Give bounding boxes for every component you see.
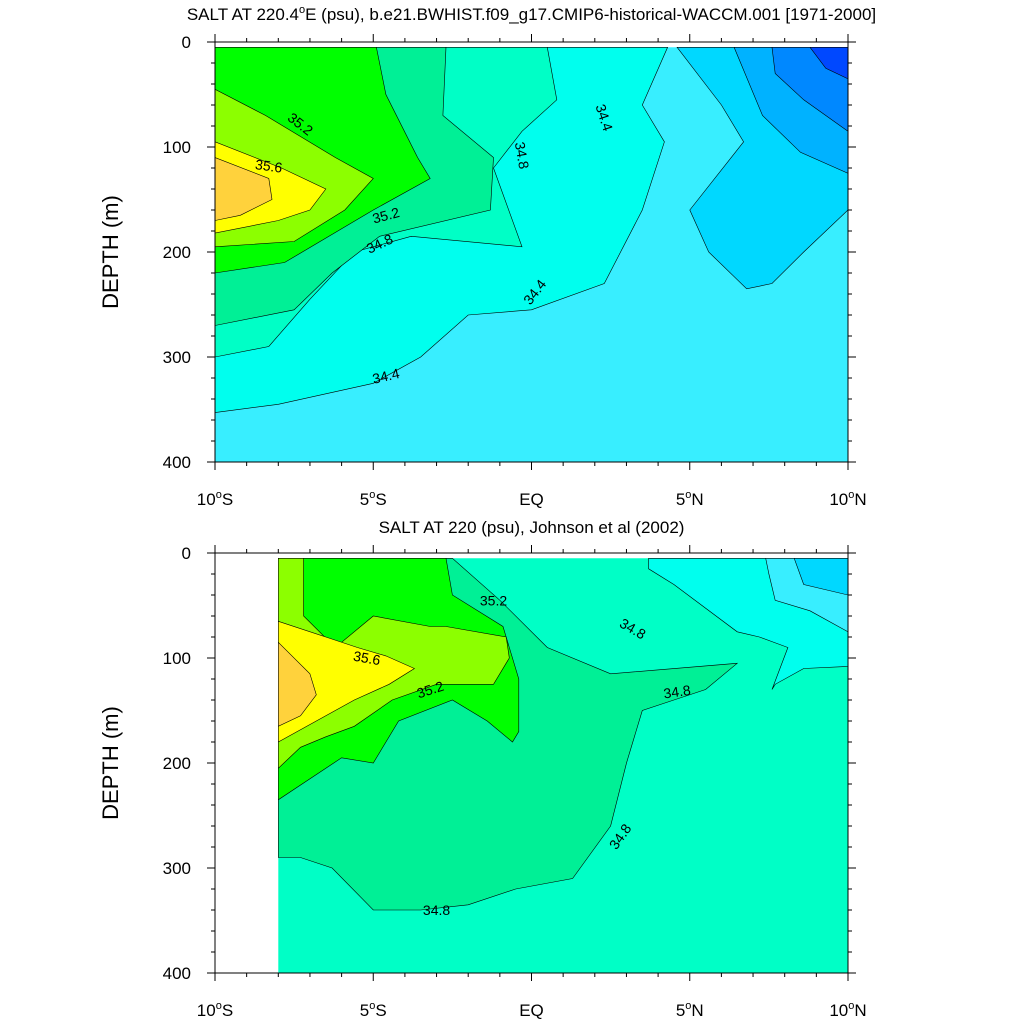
chart-title-rest: E (psu), b.e21.BWHIST.f09_g17.CMIP6-hist… bbox=[305, 5, 876, 24]
x-tick-label-main: 10 bbox=[829, 1001, 848, 1020]
x-tick-label-hemisphere: N bbox=[691, 490, 703, 509]
x-tick-label: 10oS bbox=[197, 1000, 233, 1020]
x-tick-label-degree: o bbox=[216, 489, 222, 501]
contour-label: 35.2 bbox=[480, 592, 507, 608]
x-tick-label-hemisphere: S bbox=[222, 1001, 233, 1020]
x-tick-label-main: 10 bbox=[829, 490, 848, 509]
contour-fill-33-6 bbox=[809, 46, 848, 80]
y-tick-label: 100 bbox=[163, 649, 191, 668]
x-tick-label-main: 10 bbox=[197, 490, 216, 509]
x-tick-label-hemisphere: S bbox=[375, 490, 386, 509]
y-tick-label: 400 bbox=[163, 964, 191, 983]
contour-label: 35.6 bbox=[352, 648, 382, 669]
x-tick-label-degree: o bbox=[369, 1000, 375, 1012]
x-tick-label: 5oS bbox=[360, 489, 387, 509]
contour-fill-35-8 bbox=[215, 157, 273, 221]
plot-area: 35.235.635.234.834.834.434.434.4 bbox=[215, 46, 848, 462]
x-tick-label-hemisphere: S bbox=[222, 490, 233, 509]
x-tick-label-degree: o bbox=[685, 1000, 691, 1012]
y-tick-label: 300 bbox=[163, 859, 191, 878]
x-tick-label-main: EQ bbox=[519, 490, 544, 509]
contour-label: 35.6 bbox=[254, 156, 283, 176]
x-tick-label: 10oN bbox=[829, 489, 866, 509]
x-tick-label-degree: o bbox=[848, 1000, 854, 1012]
contour-label: 34.8 bbox=[512, 141, 533, 171]
x-tick-label-main: 5 bbox=[360, 1001, 369, 1020]
chart-title-degree: o bbox=[299, 4, 305, 16]
x-tick-label: 5oS bbox=[360, 1000, 387, 1020]
contour-fill-35-8 bbox=[277, 641, 317, 727]
x-tick-label-hemisphere: S bbox=[375, 1001, 386, 1020]
chart-title-main: SALT AT 220 (psu), Johnson et al (2002) bbox=[379, 518, 685, 537]
contour-label: 35.2 bbox=[371, 204, 402, 227]
x-tick-label-hemisphere: N bbox=[854, 1001, 866, 1020]
y-axis-label: DEPTH (m) bbox=[98, 195, 123, 309]
x-tick-label: 10oS bbox=[197, 489, 233, 509]
contour-fill-35-6 bbox=[277, 620, 416, 743]
y-axis-label: DEPTH (m) bbox=[98, 706, 123, 820]
x-tick-label-hemisphere: N bbox=[854, 490, 866, 509]
contour-label: 34.8 bbox=[662, 682, 691, 702]
plot-area: 35.235.635.234.834.834.834.8 bbox=[277, 557, 848, 973]
y-tick-label: 200 bbox=[163, 243, 191, 262]
contour-label: 34.4 bbox=[371, 365, 401, 387]
chart-title: SALT AT 220.4oE (psu), b.e21.BWHIST.f09_… bbox=[187, 4, 876, 24]
x-tick-label-degree: o bbox=[216, 1000, 222, 1012]
x-tick-label-main: 5 bbox=[360, 490, 369, 509]
x-tick-label-main: 5 bbox=[676, 490, 685, 509]
y-tick-label: 400 bbox=[163, 453, 191, 472]
contour-label: 34.8 bbox=[423, 902, 450, 918]
y-tick-label: 200 bbox=[163, 754, 191, 773]
x-tick-label-degree: o bbox=[848, 489, 854, 501]
x-tick-label-main: EQ bbox=[519, 1001, 544, 1020]
x-tick-label: 10oN bbox=[829, 1000, 866, 1020]
x-tick-label-degree: o bbox=[369, 489, 375, 501]
y-tick-label: 100 bbox=[163, 138, 191, 157]
chart-title-main: SALT AT 220.4 bbox=[187, 5, 299, 24]
y-tick-label: 300 bbox=[163, 348, 191, 367]
y-tick-label: 0 bbox=[182, 33, 191, 52]
x-tick-label: EQ bbox=[519, 490, 544, 509]
x-tick-label-hemisphere: N bbox=[691, 1001, 703, 1020]
x-tick-label-degree: o bbox=[685, 489, 691, 501]
x-tick-label-main: 5 bbox=[676, 1001, 685, 1020]
x-tick-label: EQ bbox=[519, 1001, 544, 1020]
x-tick-label: 5oN bbox=[676, 489, 704, 509]
x-tick-label-main: 10 bbox=[197, 1001, 216, 1020]
y-tick-label: 0 bbox=[182, 544, 191, 563]
contour-fill-34-2 bbox=[793, 557, 848, 596]
x-tick-label: 5oN bbox=[676, 1000, 704, 1020]
chart-title: SALT AT 220 (psu), Johnson et al (2002) bbox=[379, 518, 685, 537]
